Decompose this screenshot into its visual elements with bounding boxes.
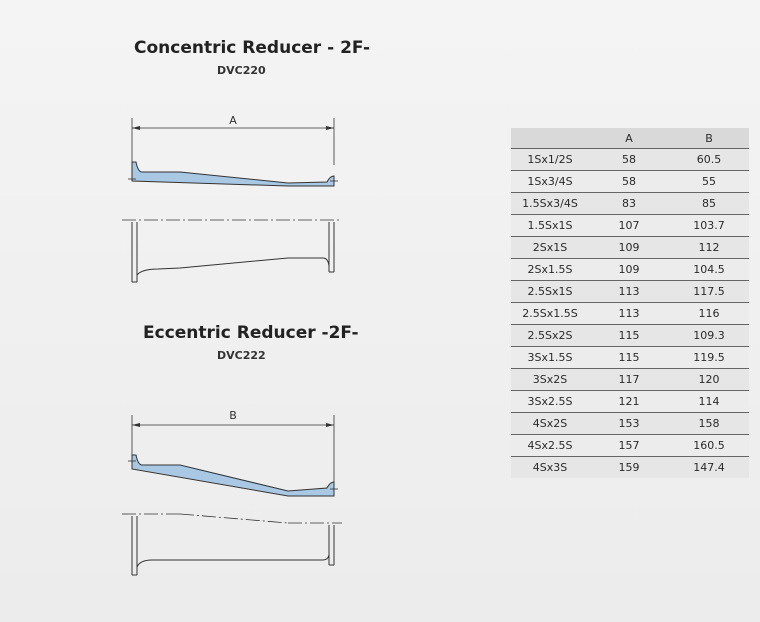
cell-b: 112	[669, 236, 749, 259]
table-row: 1Sx3/4S 58 55	[511, 170, 749, 193]
cell-size: 1.5Sx3/4S	[511, 192, 589, 215]
cell-b: 104.5	[669, 258, 749, 281]
cell-a: 58	[589, 170, 669, 193]
concentric-title: Concentric Reducer - 2F-	[134, 38, 371, 58]
cell-a: 115	[589, 324, 669, 347]
table-row: 2.5Sx2S 115 109.3	[511, 324, 749, 347]
cell-a: 58	[589, 148, 669, 171]
cell-size: 1Sx3/4S	[511, 170, 589, 193]
cell-a: 109	[589, 236, 669, 259]
cell-a: 83	[589, 192, 669, 215]
table-row: 2.5Sx1.5S 113 116	[511, 302, 749, 325]
cell-b: 103.7	[669, 214, 749, 237]
cell-b: 160.5	[669, 434, 749, 457]
cell-a: 157	[589, 434, 669, 457]
table-row: 3Sx1.5S 115 119.5	[511, 346, 749, 369]
table-row: 2Sx1.5S 109 104.5	[511, 258, 749, 281]
table-header-b: B	[669, 128, 749, 149]
concentric-code: DVC220	[217, 64, 266, 77]
cell-size: 2Sx1S	[511, 236, 589, 259]
table-row: 4Sx2S 153 158	[511, 412, 749, 435]
dim-label-b: B	[229, 409, 237, 422]
table-header-size	[511, 128, 589, 149]
cell-b: 117.5	[669, 280, 749, 303]
cell-a: 159	[589, 456, 669, 478]
table-row: 1.5Sx1S 107 103.7	[511, 214, 749, 237]
cell-size: 3Sx1.5S	[511, 346, 589, 369]
cell-a: 109	[589, 258, 669, 281]
cell-b: 55	[669, 170, 749, 193]
cell-b: 114	[669, 390, 749, 413]
cell-size: 4Sx2.5S	[511, 434, 589, 457]
table-header-a: A	[589, 128, 669, 149]
cell-b: 116	[669, 302, 749, 325]
cell-size: 1.5Sx1S	[511, 214, 589, 237]
cell-size: 2Sx1.5S	[511, 258, 589, 281]
eccentric-code: DVC222	[217, 349, 266, 362]
cell-b: 119.5	[669, 346, 749, 369]
table-row: 1.5Sx3/4S 83 85	[511, 192, 749, 215]
cell-b: 158	[669, 412, 749, 435]
eccentric-reducer-drawing: B	[122, 409, 342, 576]
cell-a: 107	[589, 214, 669, 237]
cell-a: 121	[589, 390, 669, 413]
cell-size: 2.5Sx1S	[511, 280, 589, 303]
cell-a: 113	[589, 302, 669, 325]
cell-size: 4Sx3S	[511, 456, 589, 478]
cell-a: 153	[589, 412, 669, 435]
table-row: 4Sx2.5S 157 160.5	[511, 434, 749, 457]
cell-b: 109.3	[669, 324, 749, 347]
cell-size: 1Sx1/2S	[511, 148, 589, 171]
cell-b: 147.4	[669, 456, 749, 478]
cell-size: 2.5Sx2S	[511, 324, 589, 347]
cell-size: 3Sx2.5S	[511, 390, 589, 413]
cell-b: 85	[669, 192, 749, 215]
eccentric-title: Eccentric Reducer -2F-	[143, 323, 359, 343]
table-row: 3Sx2S 117 120	[511, 368, 749, 391]
cell-size: 3Sx2S	[511, 368, 589, 391]
cell-b: 120	[669, 368, 749, 391]
cell-size: 2.5Sx1.5S	[511, 302, 589, 325]
concentric-reducer-drawing: A	[122, 114, 342, 283]
cell-a: 115	[589, 346, 669, 369]
cell-a: 113	[589, 280, 669, 303]
table-row: 3Sx2.5S 121 114	[511, 390, 749, 413]
cell-b: 60.5	[669, 148, 749, 171]
table-header-row: A B	[511, 128, 749, 149]
cell-size: 4Sx2S	[511, 412, 589, 435]
table-row: 1Sx1/2S 58 60.5	[511, 148, 749, 171]
table-row: 2.5Sx1S 113 117.5	[511, 280, 749, 303]
dim-label-a: A	[229, 114, 237, 127]
cell-a: 117	[589, 368, 669, 391]
table-row: 4Sx3S 159 147.4	[511, 456, 749, 478]
dimensions-table: A B 1Sx1/2S 58 60.5 1Sx3/4S 58 55 1.5Sx3/4S 83 8…	[511, 128, 749, 478]
table-row: 2Sx1S 109 112	[511, 236, 749, 259]
